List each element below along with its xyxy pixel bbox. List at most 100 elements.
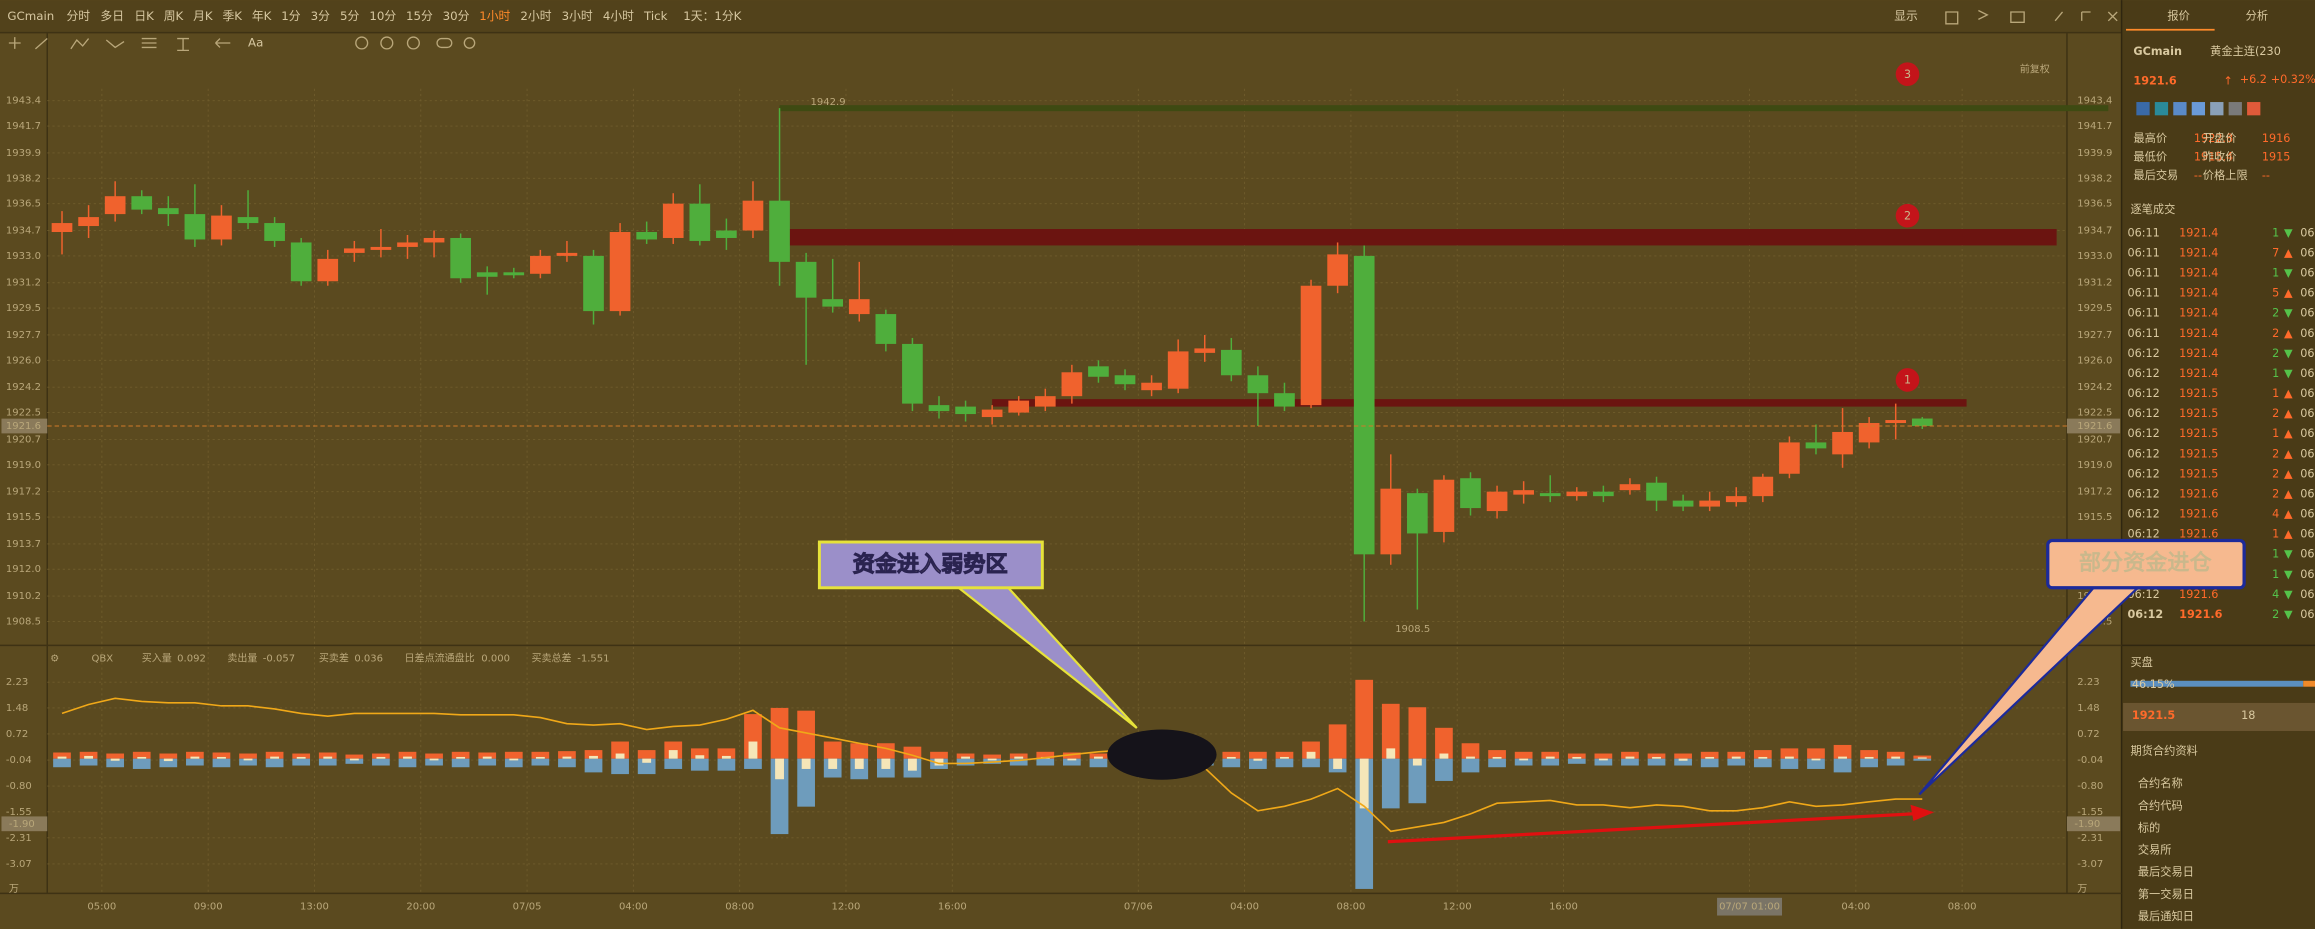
quote-change-pct: +0.32%	[2271, 73, 2315, 86]
period-button[interactable]: 4小时	[603, 9, 634, 23]
trade-time-cut: 06	[2300, 588, 2314, 601]
period-button[interactable]: 季K	[222, 9, 242, 23]
trade-dir: ▲	[2284, 287, 2293, 300]
period-button[interactable]: 多日	[100, 9, 124, 23]
tool-icon[interactable]	[463, 37, 476, 49]
period-button[interactable]: 1小时	[479, 9, 510, 23]
period-button[interactable]: 30分	[443, 9, 470, 23]
period-button[interactable]: 周K	[164, 9, 184, 23]
period-button[interactable]: 15分	[406, 9, 433, 23]
diff-bar	[1466, 756, 1475, 759]
volume-bar	[1567, 753, 1586, 759]
market-icon[interactable]	[2210, 102, 2224, 116]
tab[interactable]: 分析	[2246, 8, 2268, 22]
volume-bar	[983, 754, 1002, 759]
period-button[interactable]: 3小时	[562, 9, 593, 23]
candle-body	[716, 230, 737, 238]
value-tag-label: -1.90	[9, 819, 35, 830]
y-tick-label: 1934.7	[6, 226, 41, 237]
display-button[interactable]: 显示	[1894, 9, 1918, 23]
x-tick-label: 04:00	[1841, 902, 1870, 913]
font-tool[interactable]: Aa	[248, 35, 263, 49]
trade-time-cut: 06	[2300, 568, 2314, 581]
period-button[interactable]: 1天：1分K	[683, 9, 741, 23]
tool-icon[interactable]	[8, 37, 21, 49]
volume-bar	[318, 752, 337, 759]
y-tick-label: 1.48	[2077, 703, 2099, 714]
market-icon[interactable]	[2228, 102, 2242, 116]
period-button[interactable]: 2小时	[520, 9, 551, 23]
y-tick-label: -0.04	[2077, 755, 2103, 766]
y-tick-label: 1939.9	[6, 148, 41, 159]
period-button[interactable]: 5分	[340, 9, 360, 23]
period-button[interactable]: 月K	[193, 9, 213, 23]
volume-bar	[1647, 758, 1666, 766]
volume-bar	[478, 758, 497, 766]
y-tick-label: 1917.2	[6, 487, 41, 498]
y-tick-label: -0.04	[6, 755, 32, 766]
price-tag	[2066, 418, 2121, 434]
tool-icon[interactable]	[215, 38, 231, 48]
trade-time-cut: 06	[2300, 487, 2314, 500]
period-button[interactable]: 1分	[281, 9, 301, 23]
total-line	[61, 697, 1923, 833]
period-button[interactable]: 分时	[66, 9, 90, 23]
trade-time: 06:12	[2127, 347, 2159, 360]
diff-bar	[429, 758, 439, 761]
candle-body	[1752, 476, 1774, 497]
info-field: 第一交易日	[2138, 887, 2194, 901]
diff-bar	[907, 758, 917, 771]
market-icon[interactable]	[2136, 102, 2150, 116]
volume-bar	[212, 752, 231, 759]
trade-dir: ▼	[2284, 588, 2293, 601]
indicator-name: QBX	[92, 654, 114, 665]
market-icon[interactable]	[2173, 102, 2187, 116]
period-button[interactable]: 日K	[134, 9, 154, 23]
trade-time-cut: 06	[2300, 548, 2314, 561]
tab[interactable]: 报价	[2167, 8, 2189, 22]
tool-icon[interactable]	[406, 36, 420, 50]
volume-bar	[345, 758, 364, 764]
candle-body	[1646, 482, 1667, 501]
volume-bar	[318, 758, 337, 766]
x-tick-label: 12:00	[832, 902, 861, 913]
tool-icon[interactable]	[141, 37, 157, 49]
trade-price: 1921.6	[2179, 608, 2222, 621]
period-button[interactable]: 10分	[369, 9, 396, 23]
candle-body	[1141, 382, 1162, 391]
tool-icon[interactable]	[177, 37, 189, 52]
legend-name: 买卖差	[319, 652, 349, 665]
diff-bar	[1838, 756, 1847, 759]
volume-bar	[1461, 743, 1480, 759]
period-button[interactable]: 3分	[311, 9, 331, 23]
trade-qty: 1	[2272, 568, 2279, 581]
tool-icon[interactable]	[34, 38, 48, 50]
y-tick-label: 1926.0	[2077, 355, 2112, 366]
volume-bar	[983, 758, 1002, 764]
candle-body	[583, 255, 604, 312]
trade-time: 06:12	[2127, 447, 2159, 460]
market-icon[interactable]	[2154, 102, 2169, 116]
market-icon[interactable]	[2247, 102, 2261, 116]
diff-bar	[1492, 756, 1502, 759]
candle-body	[928, 405, 950, 412]
tool-icon[interactable]	[436, 37, 453, 49]
y-tick-label: 1936.5	[2077, 199, 2112, 210]
y-tick-label: 1912.0	[6, 564, 41, 575]
period-button[interactable]: 年K	[252, 9, 272, 23]
tool-icon[interactable]	[380, 36, 394, 50]
trade-dir: ▲	[2284, 508, 2293, 521]
candle-body	[1407, 493, 1428, 534]
tool-icon[interactable]	[1945, 9, 2118, 25]
tool-icon[interactable]	[105, 39, 125, 49]
period-button[interactable]: Tick	[643, 9, 668, 23]
tool-icon[interactable]	[355, 36, 369, 50]
diff-bar	[137, 756, 147, 759]
trade-price: 1921.4	[2179, 247, 2218, 260]
diff-bar	[854, 758, 864, 769]
adjust-button[interactable]: 前复权	[2020, 63, 2050, 76]
trade-qty: 2	[2272, 608, 2279, 621]
tool-icon[interactable]	[70, 38, 90, 50]
level-marker	[1895, 203, 1920, 228]
market-icon[interactable]	[2191, 102, 2206, 116]
